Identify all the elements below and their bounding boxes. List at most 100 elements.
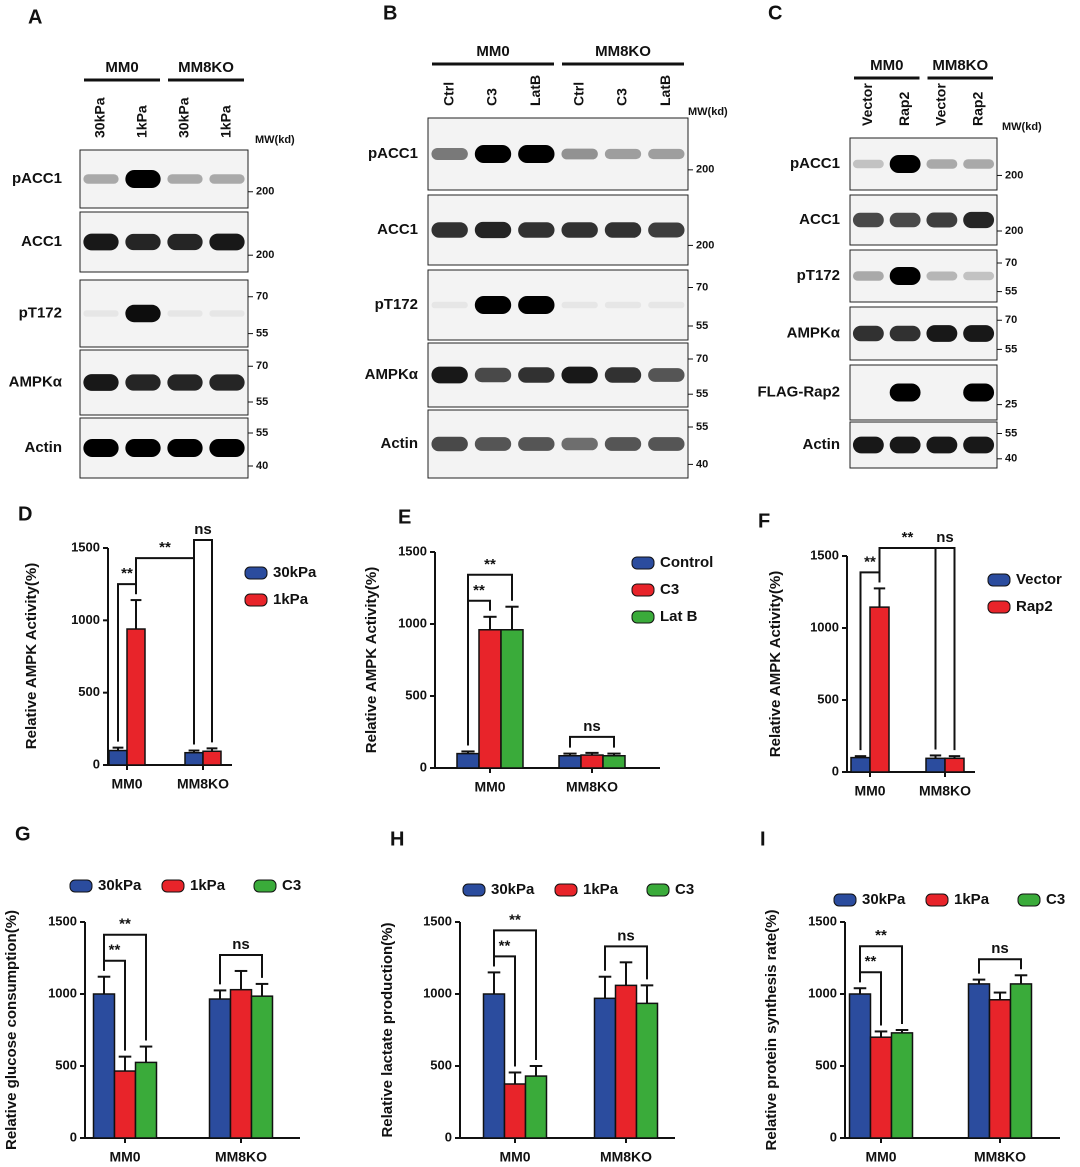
band [209, 174, 245, 184]
bar [593, 997, 617, 1139]
legend-label: 30kPa [862, 891, 906, 908]
y-tick-label: 0 [830, 1129, 837, 1144]
sig-bracket [193, 539, 213, 745]
bar [635, 1002, 659, 1139]
group-label: MM8KO [595, 43, 651, 60]
lane-label: LatB [657, 75, 673, 106]
y-tick-label: 1500 [808, 913, 837, 928]
bar [580, 754, 604, 769]
y-tick-label: 1000 [810, 619, 839, 634]
band [474, 296, 512, 314]
band [167, 310, 203, 317]
bar [848, 993, 872, 1139]
legend-swatch [631, 610, 655, 624]
mw-label: 40 [256, 460, 268, 472]
legend-swatch [631, 583, 655, 597]
row-label: Actin [381, 435, 419, 452]
blot-frame [427, 342, 689, 408]
panel-label: C [768, 2, 782, 24]
bar [1009, 983, 1033, 1139]
bar [869, 606, 890, 773]
blot-frame [79, 279, 249, 348]
band [852, 212, 884, 228]
sig-label: ** [119, 916, 131, 933]
band [561, 437, 598, 451]
y-tick-label: 1500 [71, 539, 100, 554]
y-axis-label: Relative lactate production(%) [379, 922, 396, 1137]
legend-swatch [646, 883, 670, 897]
band [431, 436, 468, 452]
sig-label: ** [484, 556, 496, 573]
y-tick-label: 500 [815, 1057, 837, 1072]
sig-label: ** [499, 937, 511, 954]
band [604, 222, 642, 238]
bar [482, 993, 506, 1139]
y-tick-label: 0 [832, 763, 839, 778]
y-axis-label: Relative AMPK Activity(%) [363, 567, 380, 753]
band [963, 436, 995, 454]
bar [92, 993, 116, 1139]
mw-title: MW(kd) [1002, 121, 1042, 133]
y-axis-label: Relative AMPK Activity(%) [767, 571, 784, 757]
y-tick-label: 500 [817, 691, 839, 706]
lane-label: Ctrl [440, 82, 456, 106]
row-label: ACC1 [21, 233, 62, 250]
x-tick-label: MM8KO [177, 776, 229, 792]
legend-label: 1kPa [273, 591, 309, 608]
legend-swatch [631, 556, 655, 570]
x-tick-label: MM8KO [215, 1149, 267, 1165]
band [963, 211, 995, 229]
band [648, 148, 685, 160]
blot-frame [427, 409, 689, 479]
bar [944, 757, 965, 773]
band [561, 148, 598, 160]
lane-label: Ctrl [570, 82, 586, 106]
blot-frame [849, 249, 998, 303]
row-label: Actin [25, 439, 63, 456]
row-label: Actin [803, 436, 841, 453]
band [125, 374, 161, 391]
mw-label: 70 [256, 291, 268, 303]
mw-label: 55 [1005, 427, 1017, 439]
band [167, 174, 203, 184]
band [474, 221, 512, 239]
band [648, 301, 685, 309]
bar [890, 1032, 914, 1139]
band [889, 212, 921, 228]
panel-label: G [15, 823, 31, 845]
row-label: pACC1 [12, 170, 62, 187]
band [926, 159, 958, 169]
sig-label: ** [864, 553, 876, 570]
band [926, 436, 958, 454]
sig-label: ** [473, 582, 485, 599]
legend-label: C3 [675, 881, 694, 898]
mw-label: 55 [256, 396, 268, 408]
x-tick-label: MM0 [499, 1149, 530, 1165]
mw-label: 40 [696, 458, 708, 470]
band [852, 436, 884, 454]
band [604, 437, 642, 451]
y-tick-label: 500 [55, 1057, 77, 1072]
band [561, 301, 598, 309]
sig-bracket [569, 735, 615, 748]
row-label: ACC1 [377, 221, 418, 238]
band [83, 439, 119, 457]
band [926, 325, 958, 342]
legend-label: C3 [282, 877, 301, 894]
sig-bracket [103, 933, 147, 1041]
band [889, 436, 921, 454]
y-axis-label: Relative glucose consumption(%) [3, 910, 20, 1150]
y-tick-label: 1500 [423, 913, 452, 928]
mw-title: MW(kd) [255, 134, 295, 146]
legend-swatch [925, 893, 949, 907]
row-label: pACC1 [790, 155, 840, 172]
sig-label: ** [109, 942, 121, 959]
band [926, 212, 958, 228]
band [889, 383, 921, 402]
mw-label: 200 [696, 239, 714, 251]
bar [478, 629, 502, 769]
band [518, 145, 555, 163]
band [926, 271, 958, 281]
legend-label: Vector [1016, 571, 1062, 588]
bar [503, 1083, 527, 1139]
